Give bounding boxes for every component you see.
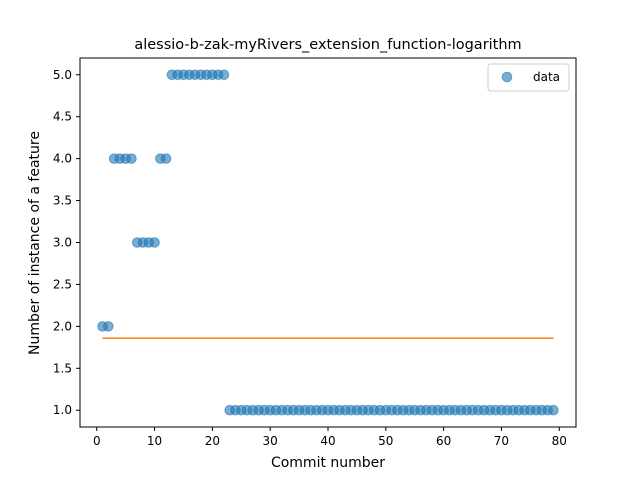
y-tick-label: 2.5 [53, 277, 72, 291]
x-tick-label: 70 [494, 434, 509, 448]
legend-marker [501, 71, 513, 83]
data-point [160, 153, 172, 164]
x-tick-label: 40 [320, 434, 335, 448]
x-tick-label: 50 [378, 434, 393, 448]
x-tick-label: 10 [147, 434, 162, 448]
y-tick-label: 1.5 [53, 361, 72, 375]
y-tick-label: 3.0 [53, 236, 72, 250]
y-tick-label: 4.5 [53, 110, 72, 124]
x-tick-label: 20 [205, 434, 220, 448]
data-point [126, 153, 137, 164]
plot-area [79, 57, 577, 428]
x-axis-label: Commit number [271, 455, 385, 471]
x-tick-label: 80 [552, 434, 567, 448]
y-axis: 1.0 1.5 2.0 2.5 3.0 3.5 4.0 4.5 5.0 [53, 68, 80, 417]
legend-label: data [533, 70, 560, 84]
legend: data [487, 63, 570, 92]
x-tick-label: 60 [436, 434, 451, 448]
data-point [103, 321, 114, 332]
y-tick-label: 5.0 [53, 68, 72, 82]
chart-title: alessio-b-zak-myRivers_extension_functio… [134, 37, 521, 53]
legend-box [487, 63, 570, 92]
y-tick-label: 4.0 [53, 152, 72, 166]
y-tick-label: 2.0 [53, 319, 72, 333]
x-tick-label: 0 [93, 434, 101, 448]
data-point [548, 404, 559, 416]
data-point [218, 69, 230, 81]
y-tick-label: 1.0 [53, 403, 72, 417]
y-axis-label: Number of instance of a feature [27, 131, 43, 355]
data-point [149, 237, 160, 248]
x-tick-label: 30 [263, 434, 278, 448]
y-tick-label: 3.5 [53, 194, 72, 208]
x-axis: 0 10 20 30 40 50 60 70 80 [93, 427, 567, 448]
